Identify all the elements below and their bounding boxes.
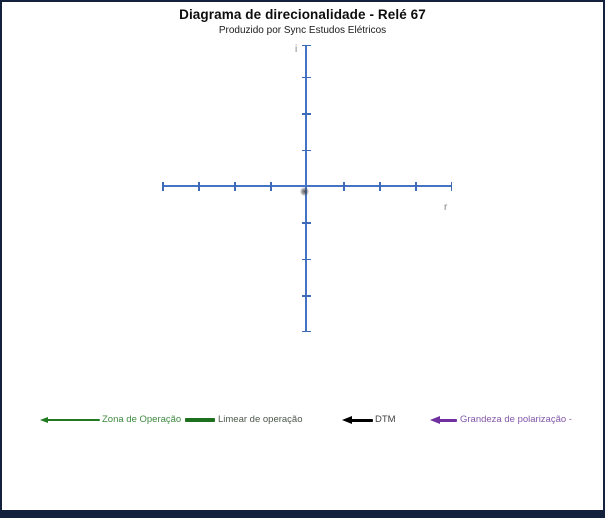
x-axis-line (162, 185, 452, 187)
x-axis-tick (198, 181, 200, 191)
y-axis-tick (301, 76, 311, 79)
legend-label-polarizacao: Grandeza de polarização - (460, 414, 572, 425)
legend-line-dtm (351, 418, 373, 422)
x-axis-label: r (444, 202, 448, 213)
legend-line-polarizacao (439, 418, 457, 422)
x-axis-tick (450, 181, 453, 191)
legend-label-dtm: DTM (375, 414, 396, 425)
green-line-icon (185, 418, 215, 422)
black-arrow-left-icon (342, 415, 352, 424)
y-axis-label: i (295, 44, 298, 55)
y-axis-tick (301, 113, 311, 115)
y-axis-tick (301, 258, 311, 261)
origin-data-point (300, 187, 309, 196)
y-axis-tick (301, 295, 311, 297)
purple-arrow-left-icon (430, 415, 440, 424)
x-axis-tick (379, 181, 381, 191)
y-axis-tick (301, 149, 311, 152)
bottom-frame-bar (2, 510, 603, 516)
x-axis-tick (234, 181, 236, 191)
legend-line-zona (47, 419, 100, 421)
green-arrow-left-icon (40, 416, 48, 423)
chart-title: Diagrama de direcionalidade - Relé 67 (179, 7, 426, 22)
x-axis-tick (162, 181, 164, 191)
x-axis-tick (415, 181, 417, 191)
y-axis-tick (301, 222, 311, 224)
x-axis-tick (343, 181, 345, 191)
legend-label-zona: Zona de Operação (102, 414, 182, 425)
y-axis-tick (301, 330, 311, 333)
chart-subtitle: Produzido por Sync Estudos Elétricos (218, 25, 387, 36)
y-axis-tick (301, 44, 311, 47)
legend-label-limear: Limear de operação (218, 414, 303, 425)
x-axis-tick (270, 181, 272, 191)
